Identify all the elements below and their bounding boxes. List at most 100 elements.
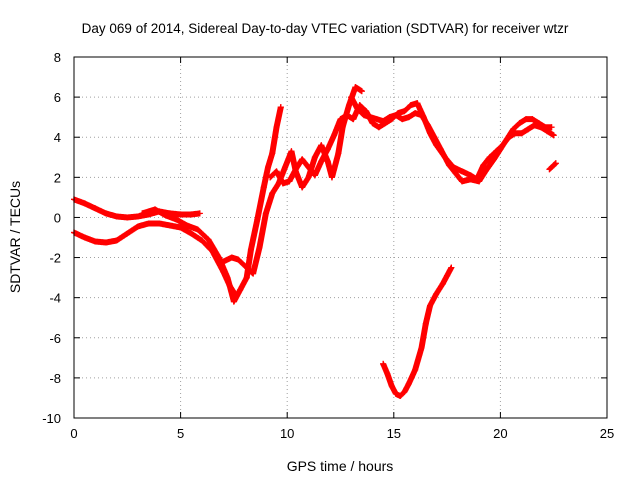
- data-point: [247, 246, 254, 253]
- y-tick-label: 8: [54, 50, 61, 65]
- data-point: [346, 102, 353, 109]
- data-point: [352, 84, 359, 91]
- data-point: [358, 88, 365, 95]
- data-point: [384, 370, 391, 377]
- data-point: [522, 116, 529, 123]
- series-8-markers: [546, 160, 559, 173]
- data-point: [267, 174, 274, 181]
- series-7: [380, 264, 455, 399]
- data-point: [235, 256, 242, 263]
- y-tick-label: -6: [49, 331, 61, 346]
- data-point: [399, 116, 406, 123]
- data-point: [318, 142, 325, 149]
- data-point: [269, 190, 276, 197]
- x-tick-label: 20: [493, 426, 507, 441]
- data-point: [348, 94, 355, 101]
- data-point: [198, 237, 205, 244]
- series-3-markers: [139, 104, 284, 305]
- data-point: [482, 168, 489, 175]
- data-point: [292, 166, 299, 173]
- series-2: [71, 220, 240, 299]
- data-point: [412, 366, 419, 373]
- data-point: [81, 234, 88, 241]
- data-point: [380, 360, 387, 367]
- data-point: [550, 132, 557, 139]
- data-point: [282, 164, 289, 171]
- data-point: [311, 154, 318, 161]
- data-point: [318, 158, 325, 165]
- data-point: [256, 244, 263, 251]
- data-point: [386, 114, 393, 121]
- data-point: [516, 120, 523, 127]
- y-tick-label: 0: [54, 210, 61, 225]
- data-point: [102, 210, 109, 217]
- data-point: [337, 116, 344, 123]
- data-point: [224, 274, 231, 281]
- series-2-markers: [71, 220, 240, 299]
- data-point: [546, 166, 553, 173]
- data-point: [188, 230, 195, 237]
- data-point: [273, 124, 280, 131]
- y-axis-label: SDTVAR / TECUs: [7, 181, 23, 293]
- y-tick-label: -8: [49, 371, 61, 386]
- data-point: [324, 158, 331, 165]
- data-point: [188, 211, 195, 218]
- data-points: [71, 84, 559, 399]
- data-point: [459, 168, 466, 175]
- data-point: [134, 223, 141, 230]
- y-tick-label: 6: [54, 90, 61, 105]
- data-point: [92, 205, 99, 212]
- data-point: [491, 156, 498, 163]
- data-point: [407, 102, 414, 109]
- data-point: [254, 216, 261, 223]
- data-point: [220, 258, 227, 265]
- data-point: [476, 178, 483, 185]
- data-point: [380, 118, 387, 125]
- data-point: [305, 164, 312, 171]
- data-point: [392, 112, 399, 119]
- data-point: [183, 222, 190, 229]
- data-point: [194, 226, 201, 233]
- data-point: [279, 180, 286, 187]
- data-point: [205, 236, 212, 243]
- data-point: [518, 130, 525, 137]
- data-point: [418, 112, 425, 119]
- data-point: [525, 126, 532, 133]
- data-point: [412, 110, 419, 117]
- data-point: [286, 178, 293, 185]
- data-point: [324, 146, 331, 153]
- data-point: [196, 210, 203, 217]
- data-point: [401, 388, 408, 395]
- data-point: [243, 274, 250, 281]
- data-point: [452, 170, 459, 177]
- data-point: [299, 184, 306, 191]
- data-point: [331, 132, 338, 139]
- data-point: [173, 216, 180, 223]
- y-tick-label: -2: [49, 251, 61, 266]
- data-point: [124, 230, 131, 237]
- axis-ticks: [73, 56, 608, 419]
- data-point: [467, 176, 474, 183]
- data-point: [418, 344, 425, 351]
- data-point: [431, 134, 438, 141]
- data-point: [427, 302, 434, 309]
- data-point: [328, 174, 335, 181]
- data-point: [262, 210, 269, 217]
- data-point: [529, 116, 536, 123]
- data-point: [369, 120, 376, 127]
- data-point: [113, 213, 120, 220]
- data-point: [260, 184, 267, 191]
- data-point: [299, 156, 306, 163]
- data-point: [162, 212, 169, 219]
- data-point: [437, 146, 444, 153]
- data-point: [113, 237, 120, 244]
- data-point: [459, 178, 466, 185]
- chart-title: Day 069 of 2014, Sidereal Day-to-day VTE…: [82, 21, 569, 36]
- data-point: [367, 114, 374, 121]
- data-point: [480, 162, 487, 169]
- data-point: [350, 116, 357, 123]
- data-point: [497, 146, 504, 153]
- data-point: [354, 106, 361, 113]
- data-point: [388, 382, 395, 389]
- data-point: [335, 150, 342, 157]
